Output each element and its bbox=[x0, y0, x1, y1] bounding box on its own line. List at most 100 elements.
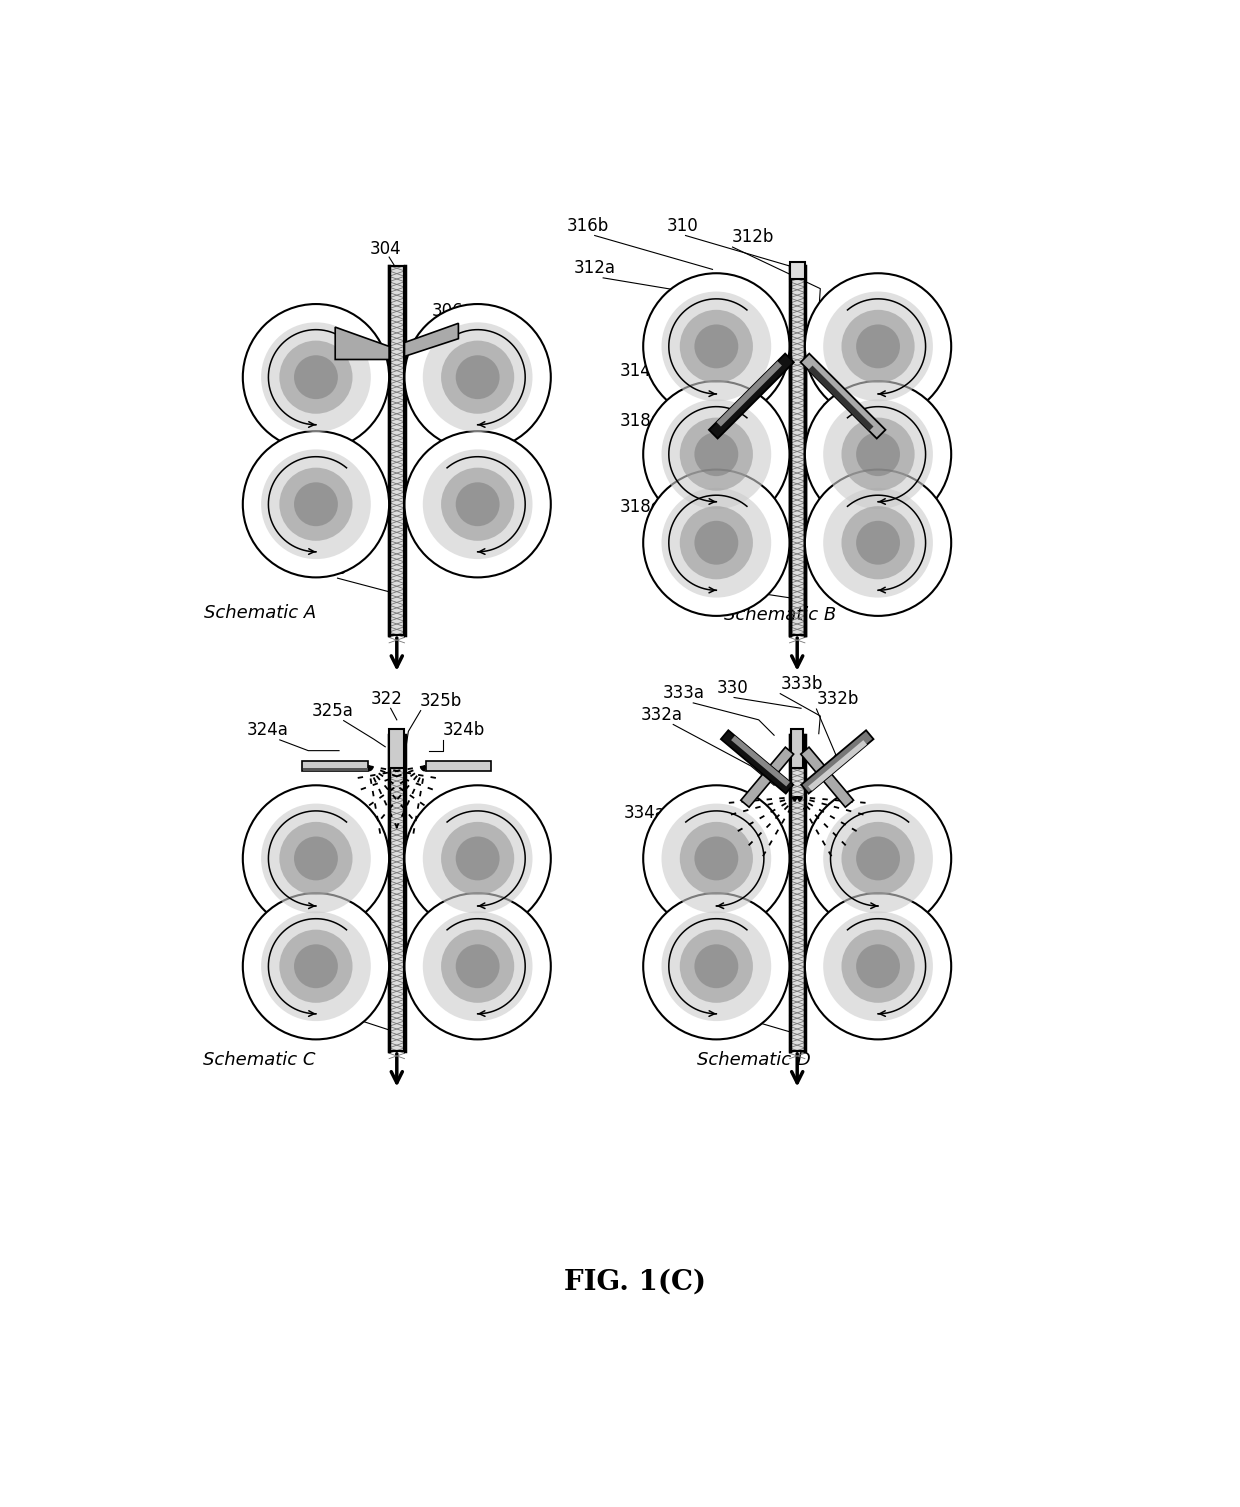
Text: 325b: 325b bbox=[420, 692, 463, 710]
Bar bbox=[389, 735, 404, 1050]
Bar bbox=[389, 265, 404, 634]
Text: FIG. 1(C): FIG. 1(C) bbox=[564, 1269, 707, 1296]
Text: 333b: 333b bbox=[780, 675, 822, 693]
Bar bbox=[790, 265, 805, 634]
Text: 333a: 333a bbox=[662, 684, 704, 702]
Circle shape bbox=[404, 431, 551, 577]
Circle shape bbox=[694, 945, 738, 989]
Text: 302a: 302a bbox=[247, 362, 289, 380]
Circle shape bbox=[842, 506, 915, 579]
Circle shape bbox=[441, 467, 515, 541]
Text: 324b: 324b bbox=[443, 722, 485, 740]
Text: 302b: 302b bbox=[444, 371, 487, 389]
Bar bbox=[790, 262, 805, 279]
Circle shape bbox=[644, 273, 790, 419]
Text: Schematic B: Schematic B bbox=[724, 606, 836, 624]
Circle shape bbox=[441, 821, 515, 895]
Circle shape bbox=[456, 945, 500, 989]
Circle shape bbox=[823, 291, 932, 401]
Circle shape bbox=[262, 449, 371, 559]
Text: 316a: 316a bbox=[839, 280, 882, 298]
Text: 306a: 306a bbox=[300, 315, 342, 333]
Bar bbox=[389, 265, 404, 634]
Circle shape bbox=[441, 341, 515, 414]
Text: 332b: 332b bbox=[816, 690, 859, 708]
Circle shape bbox=[694, 836, 738, 880]
Circle shape bbox=[243, 785, 389, 931]
Text: 326: 326 bbox=[334, 1001, 366, 1019]
Polygon shape bbox=[303, 761, 368, 772]
Circle shape bbox=[644, 894, 790, 1040]
Circle shape bbox=[243, 431, 389, 577]
Polygon shape bbox=[303, 769, 368, 772]
Circle shape bbox=[279, 467, 352, 541]
Text: 318a: 318a bbox=[620, 411, 662, 429]
Text: Schematic A: Schematic A bbox=[205, 604, 316, 622]
Circle shape bbox=[661, 803, 771, 913]
Circle shape bbox=[842, 417, 915, 491]
Text: 324a: 324a bbox=[247, 722, 289, 740]
Text: 302c: 302c bbox=[247, 479, 288, 497]
Circle shape bbox=[823, 912, 932, 1022]
Text: 318c: 318c bbox=[620, 497, 661, 515]
Circle shape bbox=[294, 356, 337, 399]
Text: 338: 338 bbox=[727, 1001, 758, 1019]
Circle shape bbox=[661, 912, 771, 1022]
Bar bbox=[790, 735, 805, 1050]
Circle shape bbox=[294, 482, 337, 526]
Circle shape bbox=[262, 912, 371, 1022]
Circle shape bbox=[441, 930, 515, 1002]
Text: 314b: 314b bbox=[822, 362, 864, 380]
Circle shape bbox=[262, 803, 371, 913]
Circle shape bbox=[694, 324, 738, 368]
Circle shape bbox=[805, 894, 951, 1040]
Circle shape bbox=[456, 356, 500, 399]
Text: 322: 322 bbox=[371, 690, 403, 708]
Circle shape bbox=[823, 488, 932, 598]
Bar bbox=[389, 729, 404, 767]
Polygon shape bbox=[720, 731, 794, 794]
Polygon shape bbox=[717, 362, 782, 426]
Bar bbox=[790, 265, 805, 634]
Circle shape bbox=[644, 381, 790, 527]
Circle shape bbox=[456, 482, 500, 526]
Bar bbox=[790, 735, 805, 1050]
Circle shape bbox=[279, 821, 352, 895]
Circle shape bbox=[423, 322, 532, 433]
Text: 334a: 334a bbox=[624, 805, 666, 823]
Text: 316b: 316b bbox=[567, 217, 609, 235]
Text: 325a: 325a bbox=[312, 702, 353, 720]
Circle shape bbox=[805, 381, 951, 527]
Bar bbox=[389, 735, 404, 1050]
Polygon shape bbox=[808, 366, 873, 431]
Circle shape bbox=[680, 506, 753, 579]
Circle shape bbox=[842, 930, 915, 1002]
Text: 314a: 314a bbox=[620, 362, 662, 380]
Circle shape bbox=[805, 273, 951, 419]
Circle shape bbox=[823, 399, 932, 509]
Circle shape bbox=[842, 310, 915, 383]
Circle shape bbox=[294, 836, 337, 880]
Text: 320: 320 bbox=[689, 567, 722, 585]
Text: 332a: 332a bbox=[641, 705, 683, 723]
Polygon shape bbox=[801, 747, 853, 808]
Polygon shape bbox=[425, 761, 491, 772]
Polygon shape bbox=[709, 354, 794, 439]
Circle shape bbox=[694, 433, 738, 476]
Circle shape bbox=[279, 930, 352, 1002]
Polygon shape bbox=[801, 354, 885, 439]
Circle shape bbox=[279, 341, 352, 414]
Polygon shape bbox=[740, 747, 794, 808]
Circle shape bbox=[680, 417, 753, 491]
Polygon shape bbox=[335, 327, 389, 360]
Circle shape bbox=[456, 836, 500, 880]
Text: 302d: 302d bbox=[439, 467, 481, 485]
Text: 330: 330 bbox=[717, 678, 748, 696]
Text: 318b: 318b bbox=[822, 402, 864, 419]
Circle shape bbox=[243, 894, 389, 1040]
Circle shape bbox=[661, 399, 771, 509]
Circle shape bbox=[423, 803, 532, 913]
Polygon shape bbox=[808, 740, 867, 791]
Polygon shape bbox=[732, 735, 790, 787]
Circle shape bbox=[680, 310, 753, 383]
